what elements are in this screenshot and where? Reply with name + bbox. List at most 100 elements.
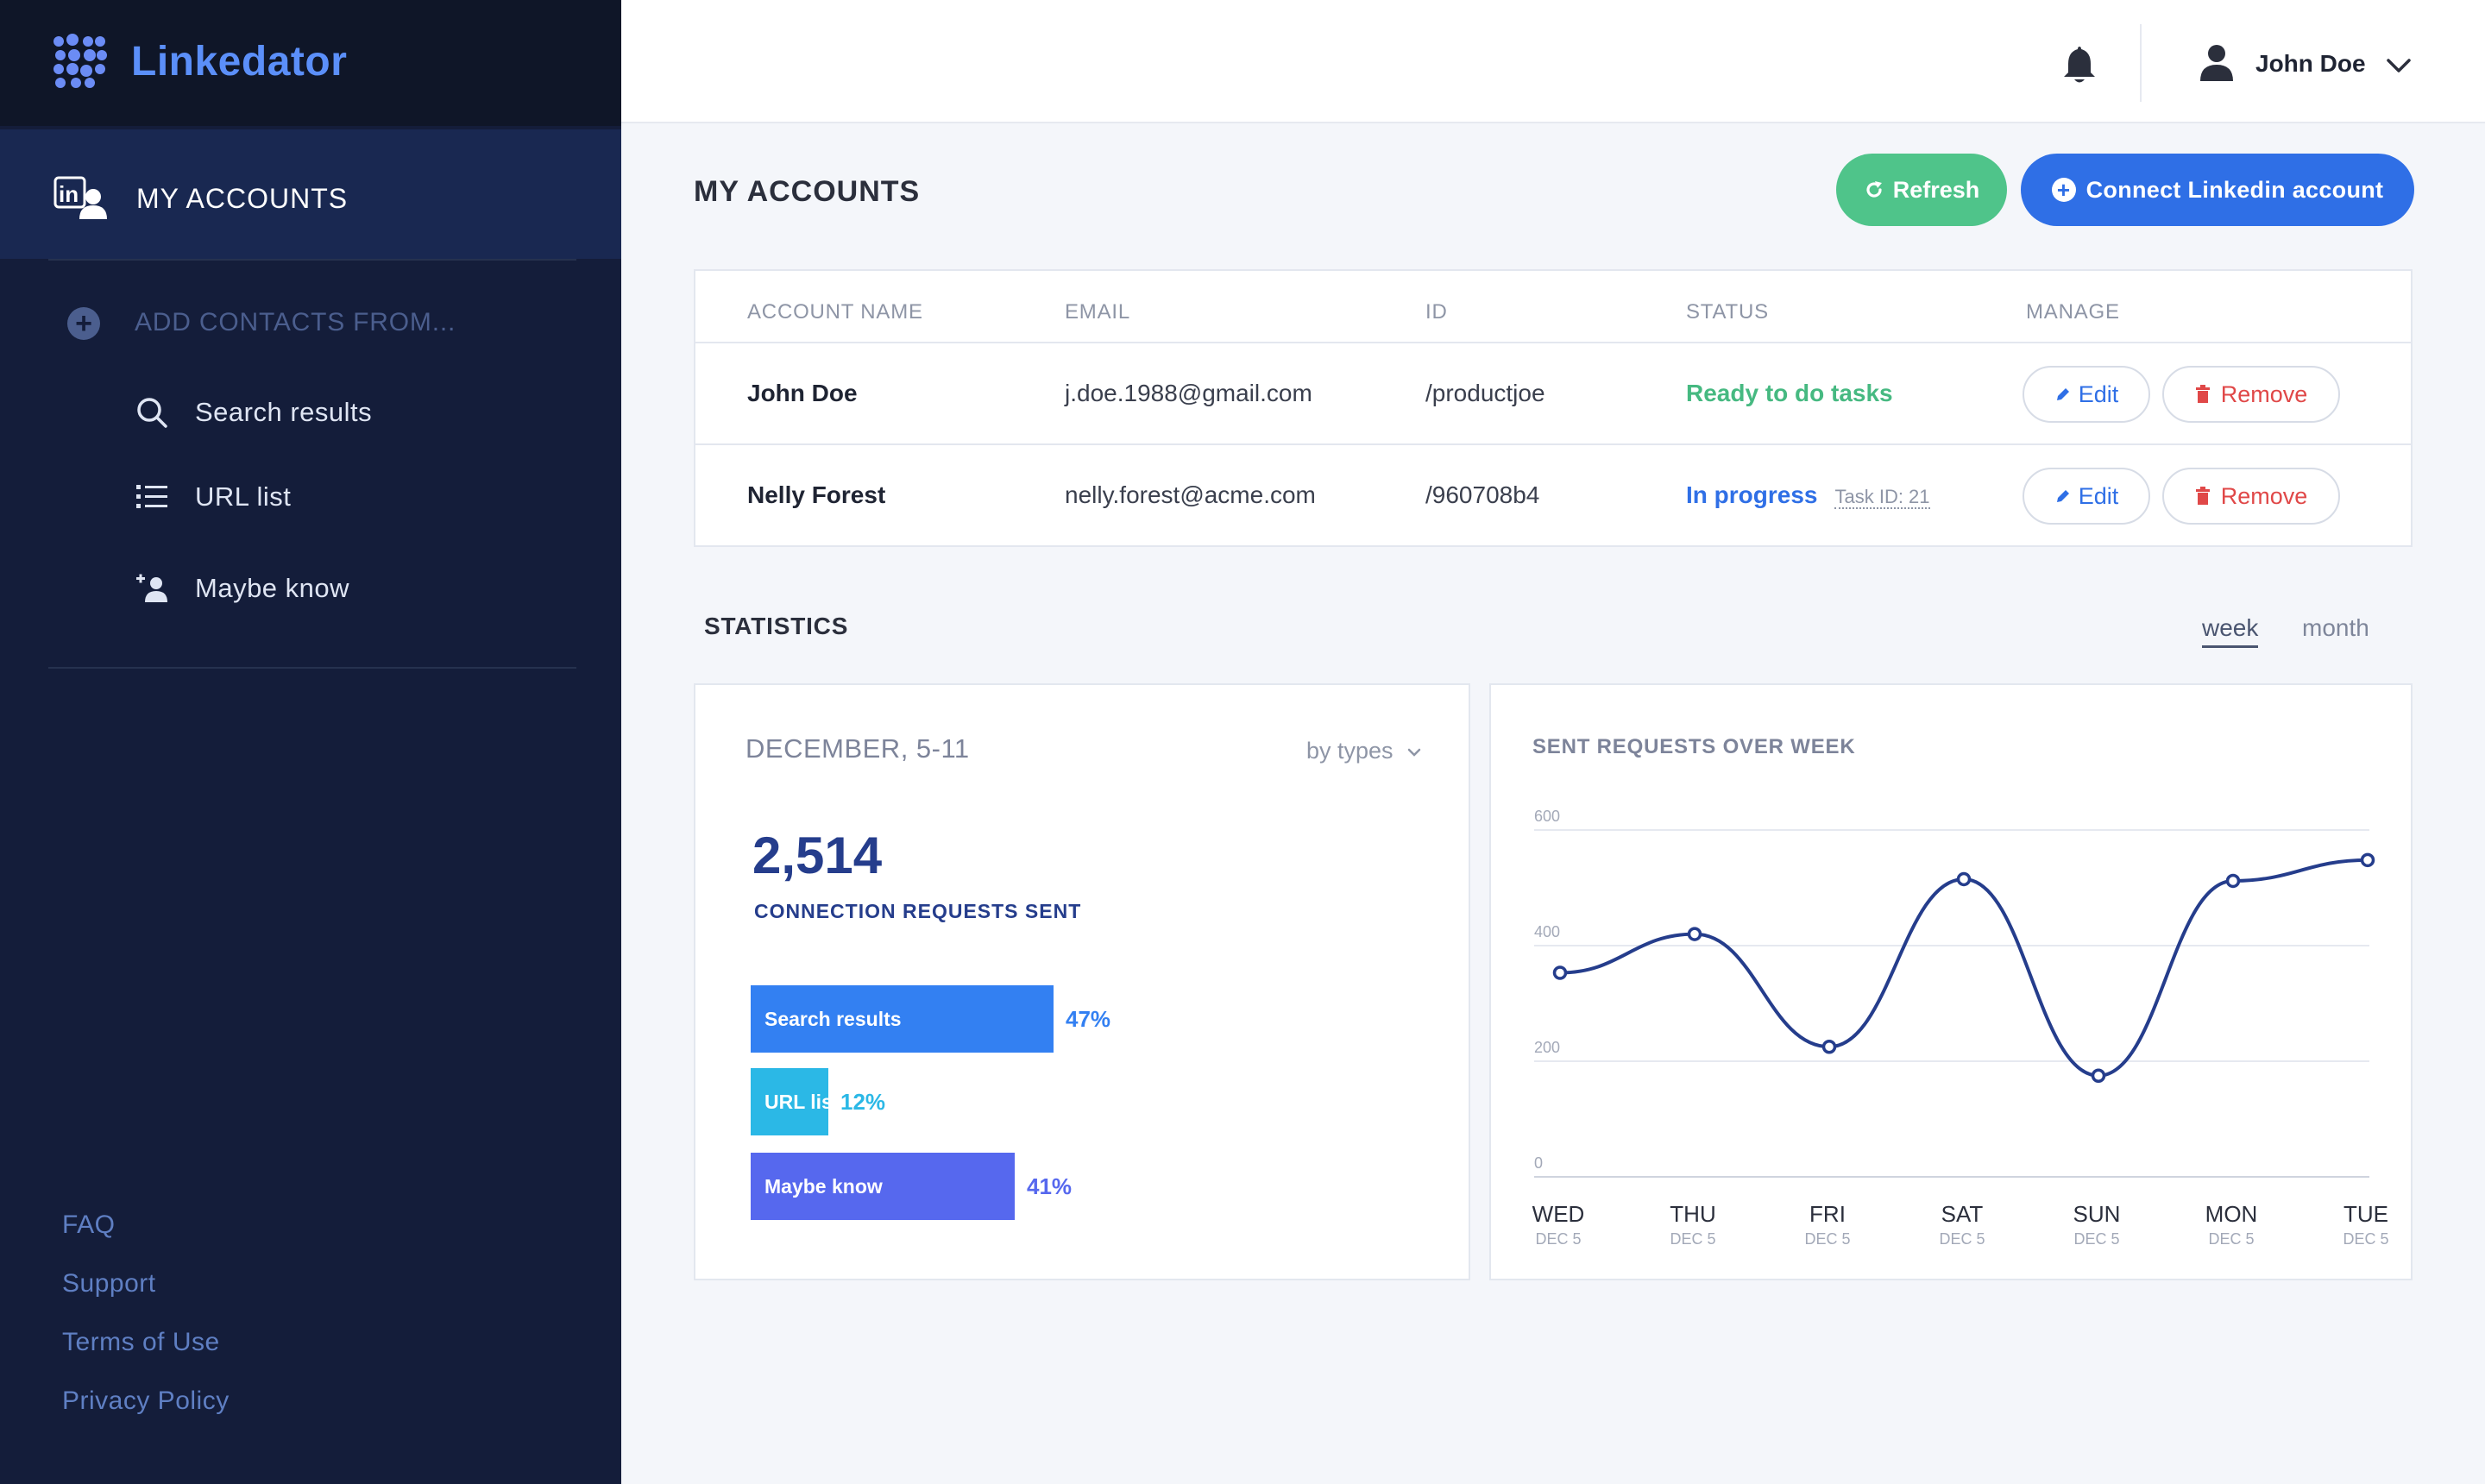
x-tick-label: THU (1670, 1201, 1715, 1227)
sidebar-item-label: Maybe know (195, 573, 350, 603)
type-bar-percent: 41% (1027, 1173, 1073, 1199)
data-point (2360, 852, 2375, 868)
total-requests: 2,514 (752, 827, 883, 884)
support-link[interactable]: Support (62, 1269, 156, 1298)
table-row: Nelly Forest nelly.forest@acme.com /9607… (695, 443, 2411, 545)
summary-card: DECEMBER, 5-11 by types 2,514 CONNECTION… (694, 683, 1470, 1280)
type-bar: Search results (751, 985, 1054, 1053)
x-tick-label: WED (1532, 1201, 1585, 1227)
sidebar-item-label: Search results (195, 397, 373, 427)
account-id: /productjoe (1425, 380, 1545, 406)
table-row: John Doe j.doe.1988@gmail.com /productjo… (695, 342, 2411, 443)
status-badge: In progress (1686, 481, 1818, 508)
total-requests-label: CONNECTION REQUESTS SENT (754, 900, 1082, 922)
status-cell: In progress Task ID: 21 (1686, 478, 1930, 512)
account-email: j.doe.1988@gmail.com (1065, 380, 1312, 406)
y-tick-label: 400 (1534, 923, 1560, 940)
connect-linkedin-button[interactable]: + Connect Linkedin account (2021, 154, 2414, 226)
y-tick-label: 600 (1534, 808, 1560, 825)
refresh-button-label: Refresh (1892, 176, 1980, 203)
edit-button[interactable]: Edit (2023, 468, 2150, 525)
x-tick-sublabel: DEC 5 (1535, 1230, 1581, 1248)
x-tick-sublabel: DEC 5 (1939, 1230, 1985, 1248)
svg-text:in: in (59, 181, 79, 207)
account-id: /960708b4 (1425, 481, 1540, 508)
x-tick-sublabel: DEC 5 (2073, 1230, 2119, 1248)
plus-circle-icon: + (67, 307, 100, 340)
data-point (1821, 1040, 1837, 1054)
remove-button-label: Remove (2220, 482, 2308, 509)
sidebar: Linkedator in MY ACCOUNTS + ADD CONTACTS… (0, 0, 621, 1484)
linkedin-accounts-icon: in (53, 176, 107, 219)
data-point (2091, 1068, 2106, 1083)
remove-button[interactable]: Remove (2162, 366, 2340, 423)
x-tick-sublabel: DEC 5 (2343, 1230, 2388, 1248)
tab-month[interactable]: month (2302, 614, 2369, 641)
edit-button-label: Edit (2078, 482, 2119, 509)
topbar: John Doe (621, 0, 2485, 123)
task-id-link[interactable]: Task ID: 21 (1834, 486, 1930, 509)
data-point (1956, 871, 1972, 887)
data-point (1552, 965, 1568, 980)
page-title: MY ACCOUNTS (694, 175, 921, 208)
x-tick-label: SAT (1941, 1201, 1984, 1227)
remove-button-label: Remove (2220, 380, 2308, 407)
chevron-down-icon (1407, 748, 1421, 757)
account-name: Nelly Forest (747, 481, 886, 508)
chart-card: SENT REQUESTS OVER WEEK 0 200 400 600 WED DEC… (1489, 683, 2413, 1280)
type-bar-percent: 12% (840, 1089, 886, 1115)
status-badge: Ready to do tasks (1686, 380, 1893, 406)
type-bar-percent: 47% (1066, 1006, 1111, 1032)
add-contacts-label: ADD CONTACTS FROM... (135, 308, 456, 336)
chart-title: SENT REQUESTS OVER WEEK (1532, 735, 1856, 758)
x-tick-label: MON (2205, 1201, 2258, 1227)
chevron-down-icon[interactable] (2385, 53, 2413, 76)
refresh-button[interactable]: Refresh (1836, 154, 2007, 226)
column-header: MANAGE (2026, 300, 2120, 324)
account-email: nelly.forest@acme.com (1065, 481, 1316, 508)
statistics-title: STATISTICS (704, 613, 849, 639)
x-tick-sublabel: DEC 5 (2208, 1230, 2254, 1248)
remove-button[interactable]: Remove (2162, 468, 2340, 525)
column-header: STATUS (1686, 300, 1769, 324)
plus-circle-icon: + (2051, 178, 2076, 202)
search-icon (137, 398, 167, 428)
pencil-icon (2056, 388, 2069, 400)
type-bar: Maybe know (751, 1153, 1015, 1220)
faq-link[interactable]: FAQ (62, 1210, 116, 1239)
sidebar-item-label: URL list (195, 481, 292, 512)
edit-button[interactable]: Edit (2023, 366, 2150, 423)
column-header: EMAIL (1065, 300, 1131, 324)
user-icon[interactable] (2199, 43, 2235, 83)
tab-week[interactable]: week (2202, 613, 2259, 648)
column-header: ACCOUNT NAME (747, 300, 923, 324)
refresh-icon (1866, 181, 1882, 198)
account-name: John Doe (747, 380, 858, 406)
data-point (2225, 873, 2241, 889)
linkedator-logo-icon (53, 34, 107, 88)
series-line (1559, 858, 2369, 1078)
list-icon (136, 485, 167, 508)
y-tick-label: 0 (1534, 1154, 1543, 1172)
add-person-icon (136, 574, 167, 602)
terms-link[interactable]: Terms of Use (62, 1328, 220, 1356)
sidebar-item-my-accounts[interactable]: in MY ACCOUNTS (0, 129, 621, 259)
privacy-link[interactable]: Privacy Policy (62, 1387, 230, 1415)
sidebar-divider (48, 259, 576, 261)
trash-icon (2195, 385, 2210, 403)
connect-button-label: Connect Linkedin account (2086, 176, 2384, 203)
x-tick-sublabel: DEC 5 (1670, 1230, 1715, 1248)
brand-header: Linkedator (0, 0, 621, 126)
column-header: ID (1425, 300, 1448, 324)
bell-icon[interactable] (2060, 43, 2098, 85)
pencil-icon (2056, 490, 2069, 502)
sidebar-item-label: MY ACCOUNTS (136, 183, 349, 214)
user-name[interactable]: John Doe (2255, 50, 2366, 77)
trash-icon (2195, 487, 2210, 505)
x-tick-label: SUN (2073, 1201, 2121, 1227)
by-types-dropdown[interactable]: by types (1306, 735, 1422, 766)
brand-name[interactable]: Linkedator (131, 39, 348, 85)
accounts-table: ACCOUNT NAME EMAIL ID STATUS MANAGE John… (694, 269, 2413, 547)
y-tick-label: 200 (1534, 1039, 1560, 1056)
x-tick-sublabel: DEC 5 (1804, 1230, 1850, 1248)
